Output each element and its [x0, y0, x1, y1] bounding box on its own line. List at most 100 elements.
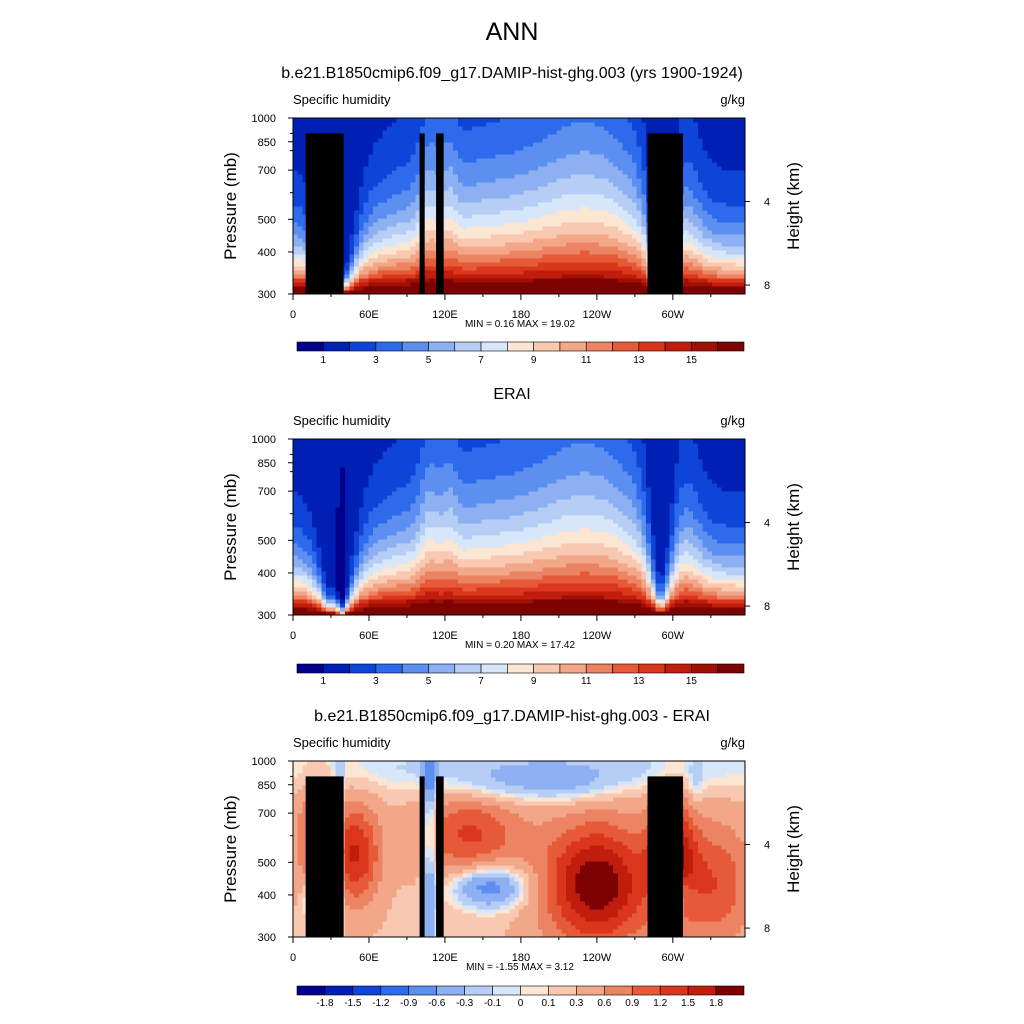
panel-1: b.e21.B1850cmip6.f09_g17.DAMIP-hist-ghg.… — [221, 65, 803, 366]
y-tick-label: 400 — [258, 247, 276, 259]
colorbar-swatch — [408, 985, 437, 996]
y-tick-label: 700 — [258, 808, 276, 820]
colorbar-swatch — [612, 663, 640, 674]
x-tick-label: 60E — [359, 630, 379, 642]
colorbar-label: 0 — [518, 998, 524, 1009]
y-tick-label: 1000 — [252, 756, 276, 768]
colorbar-swatch — [631, 985, 661, 996]
colorbar-swatch — [401, 663, 429, 674]
panel-title: ERAI — [493, 386, 530, 403]
x-tick-label: 120E — [432, 309, 458, 321]
units-label: g/kg — [720, 413, 745, 428]
x-tick-label: 60E — [359, 309, 379, 321]
colorbar-swatch — [507, 341, 534, 352]
height-tick-label: 8 — [764, 601, 770, 613]
colorbar-swatch — [664, 663, 692, 674]
colorbar-label: -0.9 — [400, 998, 418, 1009]
y-axis-title: Pressure (mb) — [221, 152, 240, 260]
terrain-mask — [305, 776, 344, 937]
colorbar-label: 1 — [321, 355, 327, 366]
units-label: g/kg — [720, 735, 745, 750]
colorbar-swatch — [352, 985, 382, 996]
variable-label: Specific humidity — [293, 413, 391, 428]
x-tick-label: 60W — [662, 309, 685, 321]
colorbar-swatch — [480, 341, 508, 352]
x-tick-label: 0 — [290, 630, 296, 642]
colorbar-label: -1.2 — [372, 998, 390, 1009]
min-max-stats: MIN = -1.55 MAX = 3.12 — [466, 962, 574, 973]
colorbar-swatch — [322, 663, 350, 674]
colorbar: -1.8 -1.5 -1.2 -0.9 -0.6 -0.3 -0.1 0 0.1 0.3 0.6 0.… — [296, 985, 745, 1009]
y-tick-label: 850 — [258, 458, 276, 470]
height-tick-label: 8 — [764, 923, 770, 935]
colorbar-label: 11 — [581, 355, 592, 366]
y-tick-label: 500 — [258, 857, 276, 869]
terrain-mask — [328, 783, 338, 937]
colorbar-label: 5 — [426, 676, 432, 687]
colorbar-swatch — [664, 341, 692, 352]
colorbar-swatch — [717, 341, 745, 352]
terrain-mask — [647, 776, 683, 937]
y-tick-label: 400 — [258, 568, 276, 580]
terrain-mask — [647, 133, 683, 294]
x-tick-label: 120E — [432, 630, 458, 642]
x-tick-label: 120W — [582, 309, 611, 321]
colorbar-swatch — [380, 985, 410, 996]
colorbar-label: -0.3 — [456, 998, 474, 1009]
colorbar-swatch — [322, 341, 350, 352]
y-axis-title: Pressure (mb) — [221, 795, 240, 903]
colorbar-swatch — [428, 341, 456, 352]
right-axis-title: Height (km) — [784, 805, 803, 893]
right-axis-title: Height (km) — [784, 162, 803, 250]
colorbar-label: 7 — [478, 676, 484, 687]
colorbar-swatch — [533, 341, 561, 352]
terrain-mask — [419, 776, 425, 937]
y-tick-label: 850 — [258, 780, 276, 792]
plot-frame — [292, 438, 746, 616]
y-tick-label: 1000 — [252, 113, 276, 125]
height-tick-label: 4 — [764, 840, 770, 852]
y-tick-label: 500 — [258, 535, 276, 547]
colorbar-swatch — [548, 985, 577, 996]
colorbar-label: 1.5 — [681, 998, 695, 1009]
colorbar-label: -0.1 — [484, 998, 502, 1009]
y-tick-label: 1000 — [252, 434, 276, 446]
colorbar-swatch — [717, 663, 745, 674]
x-tick-label: 120W — [582, 630, 611, 642]
colorbar-swatch — [520, 985, 549, 996]
colorbar-swatch — [454, 341, 482, 352]
colorbar-label: -0.6 — [428, 998, 446, 1009]
x-tick-label: 60W — [662, 630, 685, 642]
colorbar-label: 15 — [686, 355, 698, 366]
min-max-stats: MIN = 0.20 MAX = 17.42 — [465, 640, 575, 651]
variable-label: Specific humidity — [293, 735, 391, 750]
y-axis-title: Pressure (mb) — [221, 473, 240, 581]
colorbar-swatch — [401, 341, 429, 352]
colorbar-swatch — [691, 663, 719, 674]
units-label: g/kg — [720, 92, 745, 107]
y-tick-label: 500 — [258, 214, 276, 226]
colorbar-swatch — [585, 341, 613, 352]
colorbar-swatch — [715, 985, 745, 996]
plot-frame — [292, 117, 746, 295]
colorbar-swatch — [375, 341, 403, 352]
y-tick-label: 850 — [258, 137, 276, 149]
colorbar-swatch — [464, 985, 493, 996]
colorbar-label: 13 — [633, 676, 645, 687]
y-tick-label: 700 — [258, 486, 276, 498]
colorbar-label: 1 — [321, 676, 327, 687]
variable-label: Specific humidity — [293, 92, 391, 107]
y-tick-label: 300 — [258, 289, 276, 301]
panel-title: b.e21.B1850cmip6.f09_g17.DAMIP-hist-ghg.… — [281, 65, 743, 82]
x-tick-label: 120W — [582, 952, 611, 964]
colorbar-swatch — [691, 341, 719, 352]
min-max-stats: MIN = 0.16 MAX = 19.02 — [465, 319, 575, 330]
x-tick-label: 60E — [359, 952, 379, 964]
colorbar-label: 1.8 — [709, 998, 723, 1009]
panel-3: b.e21.B1850cmip6.f09_g17.DAMIP-hist-ghg.… — [221, 708, 803, 1009]
colorbar-swatch — [492, 985, 521, 996]
height-tick-label: 4 — [764, 518, 770, 530]
colorbar-label: 5 — [426, 355, 432, 366]
